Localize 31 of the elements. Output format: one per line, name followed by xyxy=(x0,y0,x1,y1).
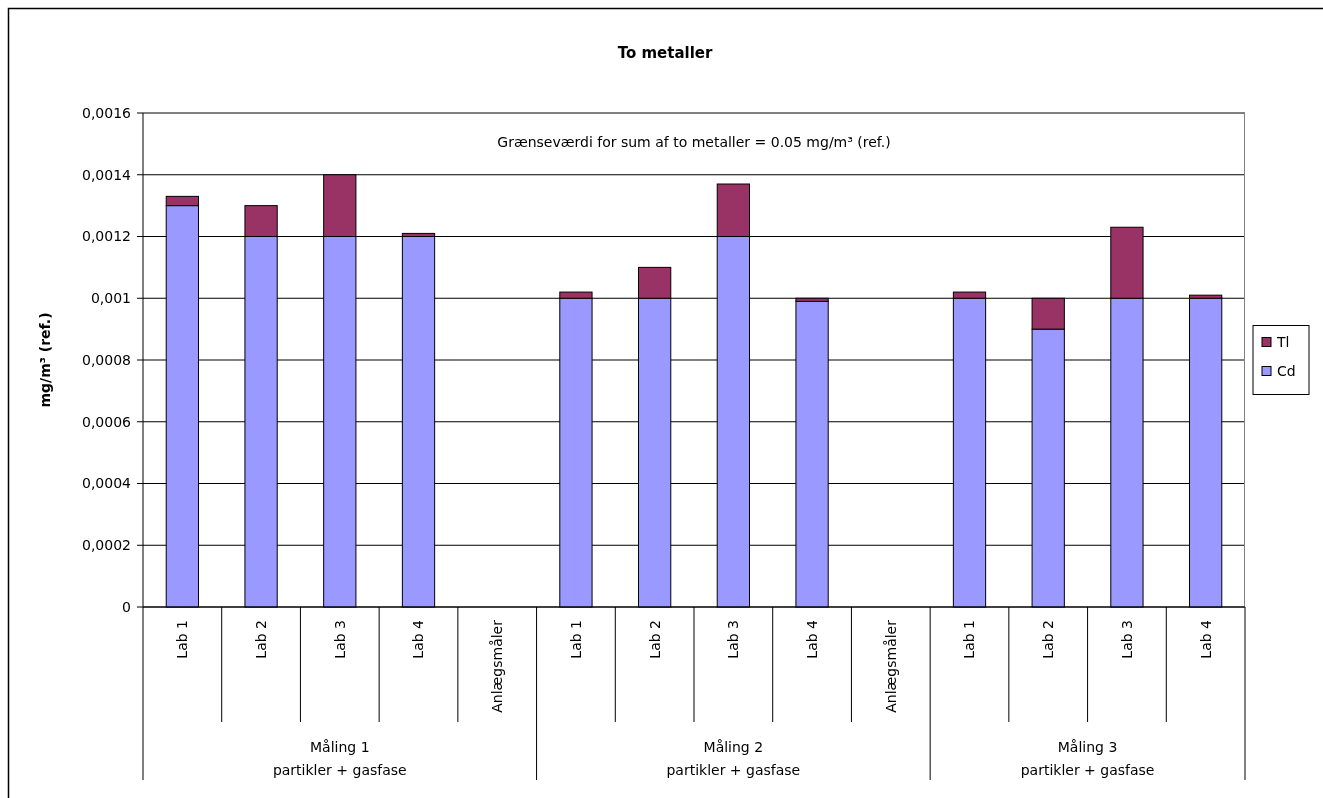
y-tick-label: 0,0016 xyxy=(82,104,132,121)
x-tick-label: Lab 2 xyxy=(1040,620,1057,659)
y-tick-label: 0,0008 xyxy=(82,351,131,368)
y-tick-label: 0,0006 xyxy=(82,413,132,430)
chart-title: To metaller xyxy=(617,44,713,62)
y-tick-label: 0,001 xyxy=(90,290,131,307)
y-tick-label: 0,0002 xyxy=(82,537,131,554)
text: Måling 3 partikler + gasfase xyxy=(1020,739,1155,778)
x-tick-label: Anlægsmåler xyxy=(489,619,506,713)
x-tick-label: Lab 4 xyxy=(803,619,820,659)
y-axis-title: mg/m³ (ref.) xyxy=(37,312,53,408)
x-tick-label: Lab 2 xyxy=(646,620,663,659)
y-tick-label: 0 xyxy=(122,598,131,615)
x-tick-label: Lab 2 xyxy=(252,620,269,659)
y-tick-label: 0,0004 xyxy=(82,475,132,492)
x-tick-label: Lab 3 xyxy=(725,620,742,659)
legend-label: Cd xyxy=(1277,362,1296,379)
x-tick-label: Lab 4 xyxy=(410,619,427,659)
legend-label: Tl xyxy=(1276,333,1290,350)
x-tick-label: Lab 1 xyxy=(567,620,584,659)
x-tick-label: Lab 1 xyxy=(174,620,191,659)
x-tick-label: Anlægsmåler xyxy=(882,619,899,713)
text: Måling 1 partikler + gasfase xyxy=(272,739,407,778)
y-tick-label: 0,0012 xyxy=(82,228,131,245)
x-tick-label: Lab 3 xyxy=(1118,620,1135,659)
y-tick-label: 0,0014 xyxy=(82,166,132,183)
x-tick-label: Lab 4 xyxy=(1197,619,1214,659)
x-tick-label: Lab 3 xyxy=(331,620,348,659)
annotation: Grænseværdi for sum af to metaller = 0.05 mg/m³ (ref.) xyxy=(497,133,891,150)
text: Måling 2 partikler + gasfase xyxy=(666,739,801,778)
x-tick-label: Lab 1 xyxy=(961,620,978,659)
